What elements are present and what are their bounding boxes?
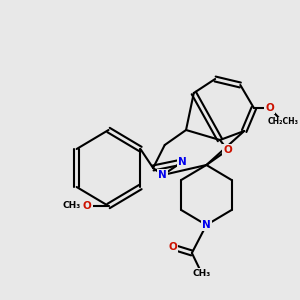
Text: CH₃: CH₃ <box>63 202 81 211</box>
Text: CH₃: CH₃ <box>192 268 211 278</box>
Text: N: N <box>202 220 211 230</box>
Text: O: O <box>223 145 232 155</box>
Text: CH₂CH₃: CH₂CH₃ <box>267 118 298 127</box>
Text: N: N <box>158 170 167 180</box>
Text: O: O <box>83 201 92 211</box>
Text: O: O <box>265 103 274 113</box>
Text: O: O <box>168 242 177 252</box>
Text: N: N <box>178 157 187 167</box>
